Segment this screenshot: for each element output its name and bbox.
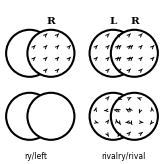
Circle shape [27,93,74,140]
Text: ry/left: ry/left [25,152,48,161]
Circle shape [111,93,158,140]
Circle shape [27,30,74,77]
Text: L: L [109,17,117,26]
Text: rivalry/rival: rivalry/rival [101,152,145,161]
Text: R: R [130,17,139,26]
Circle shape [111,30,158,77]
Text: R: R [47,17,55,26]
Circle shape [6,30,53,77]
Circle shape [90,30,137,77]
Circle shape [6,93,53,140]
Circle shape [90,93,137,140]
